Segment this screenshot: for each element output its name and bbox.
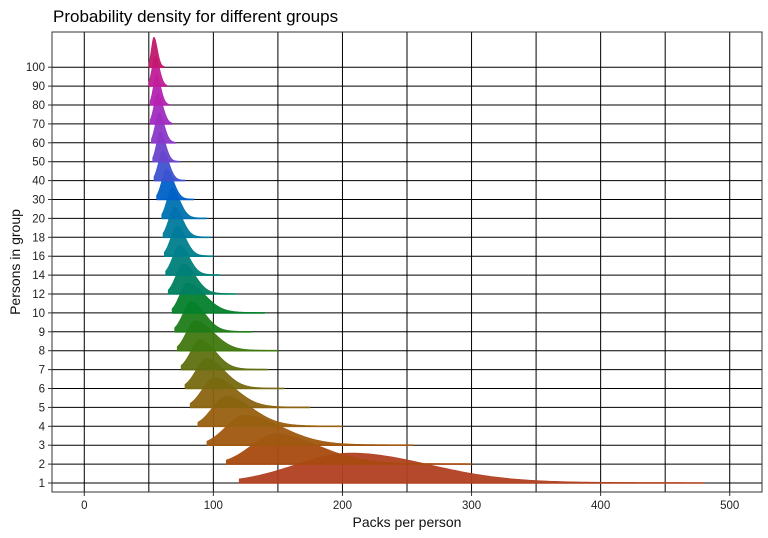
y-tick-label: 2 <box>39 459 45 471</box>
y-tick-label: 10 <box>32 308 45 320</box>
y-tick-label: 30 <box>32 195 45 207</box>
y-tick-label: 60 <box>32 138 45 150</box>
x-gridlines <box>83 32 731 492</box>
y-tick-label: 14 <box>32 270 45 282</box>
y-tick-label: 9 <box>39 327 45 339</box>
y-tick-label: 40 <box>32 176 45 188</box>
ridge-100 <box>148 36 165 68</box>
x-tick-label: 200 <box>333 500 352 512</box>
x-tick-label: 0 <box>81 500 87 512</box>
x-tick-label: 100 <box>204 500 223 512</box>
density-ridges <box>148 36 705 484</box>
x-tick-label: 400 <box>591 500 610 512</box>
x-axis-label: Packs per person <box>353 514 462 530</box>
x-tick-label: 500 <box>720 500 739 512</box>
y-tick-label: 8 <box>39 346 45 358</box>
y-tick-label: 6 <box>39 384 45 396</box>
y-tick-label: 70 <box>32 119 45 131</box>
y-tick-label: 100 <box>26 62 45 74</box>
x-axis-ticks: 0 100 200 300 400 500 <box>81 492 739 512</box>
y-tick-label: 1 <box>39 478 45 490</box>
y-axis-label: Persons in group <box>7 209 23 315</box>
y-tick-label: 50 <box>32 157 45 169</box>
chart-title: Probability density for different groups <box>53 7 338 26</box>
y-tick-label: 4 <box>39 421 46 433</box>
y-tick-label: 18 <box>32 232 45 244</box>
y-tick-label: 12 <box>32 289 45 301</box>
plot-border <box>51 31 763 493</box>
x-tick-label: 300 <box>462 500 481 512</box>
y-tick-label: 7 <box>39 365 45 377</box>
y-tick-label: 3 <box>39 440 45 452</box>
y-tick-label: 16 <box>32 251 45 263</box>
y-tick-label: 20 <box>32 213 45 225</box>
y-tick-label: 80 <box>32 100 45 112</box>
y-tick-label: 90 <box>32 81 45 93</box>
y-tick-label: 5 <box>39 402 45 414</box>
